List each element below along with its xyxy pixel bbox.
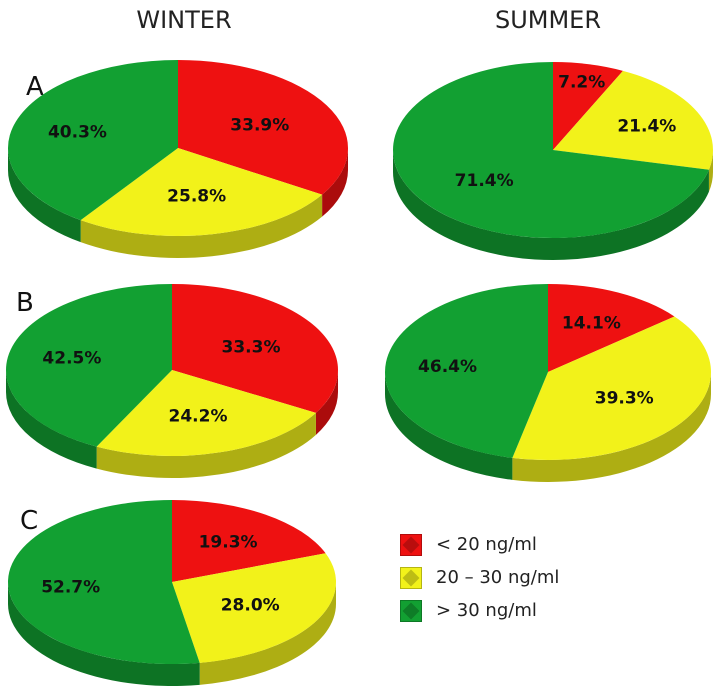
- legend-swatch-yellow: [400, 566, 422, 589]
- slice-label-high: 42.5%: [42, 349, 101, 369]
- pie-slice-low: [178, 60, 349, 195]
- legend-label-high: > 30 ng/ml: [436, 600, 537, 621]
- legend-label-mid: 20 – 30 ng/ml: [436, 567, 560, 588]
- pie-slice-high: [7, 60, 178, 221]
- pie-side-high: [385, 372, 513, 480]
- pie-chart-c-winter: 19.3% 28.0% 52.7%: [7, 500, 336, 687]
- pie-side-mid: [512, 372, 711, 482]
- pie-chart-a-winter: 33.9% 25.8% 40.3%: [7, 60, 349, 259]
- row-label-b: B: [16, 288, 34, 318]
- pie-chart-b-summer: 14.1% 39.3% 46.4%: [385, 284, 711, 482]
- slice-label-low: 14.1%: [562, 314, 621, 334]
- legend: < 20 ng/ml 20 – 30 ng/ml > 30 ng/ml: [400, 528, 559, 627]
- pie-side-high: [8, 148, 81, 243]
- legend-item-low: < 20 ng/ml: [400, 528, 559, 561]
- slice-label-mid: 21.4%: [617, 116, 676, 136]
- slice-label-mid: 28.0%: [221, 595, 280, 615]
- pie-slice-high: [393, 62, 709, 238]
- column-title-winter: WINTER: [136, 6, 232, 34]
- slice-label-low: 7.2%: [558, 72, 605, 92]
- pie-side-mid: [96, 412, 316, 478]
- slice-label-high: 71.4%: [455, 171, 514, 191]
- legend-swatch-green: [400, 599, 422, 622]
- pie-slice-low: [548, 284, 675, 372]
- legend-swatch-red: [400, 533, 422, 556]
- slice-label-mid: 24.2%: [169, 406, 228, 426]
- pie-chart-a-summer: 7.2% 21.4% 71.4%: [393, 62, 713, 261]
- pie-slice-mid: [96, 370, 316, 456]
- pie-side-high: [8, 582, 200, 687]
- legend-item-mid: 20 – 30 ng/ml: [400, 561, 559, 594]
- slice-label-high: 52.7%: [41, 577, 100, 597]
- pie-side-mid: [708, 150, 713, 192]
- pie-side-low: [322, 148, 348, 217]
- row-label-a: A: [26, 72, 44, 102]
- slice-label-high: 46.4%: [418, 357, 477, 377]
- pie-side-mid: [80, 194, 323, 259]
- pie-slice-low: [172, 284, 338, 413]
- slice-label-low: 33.3%: [222, 337, 281, 357]
- pie-slice-mid: [553, 70, 713, 170]
- pie-side-high: [6, 370, 97, 469]
- slice-label-high: 40.3%: [48, 123, 107, 143]
- legend-item-high: > 30 ng/ml: [400, 594, 559, 627]
- pie-side-low: [315, 370, 338, 435]
- row-label-c: C: [20, 506, 39, 536]
- pie-chart-b-winter: 33.3% 24.2% 42.5%: [5, 284, 338, 478]
- pie-side-mid: [199, 582, 336, 685]
- slice-label-mid: 25.8%: [167, 186, 226, 206]
- pie-slice-high: [7, 500, 200, 665]
- column-title-summer: SUMMER: [494, 6, 602, 34]
- pie-slice-mid: [512, 316, 711, 460]
- pie-slice-high: [385, 284, 548, 458]
- slice-label-low: 19.3%: [199, 533, 258, 553]
- pie-slice-low: [172, 500, 326, 582]
- pie-side-high: [393, 150, 709, 261]
- legend-label-low: < 20 ng/ml: [436, 534, 537, 555]
- pie-slice-low: [553, 62, 623, 150]
- pie-slice-mid: [172, 553, 336, 663]
- pie-slice-high: [5, 284, 173, 447]
- slice-label-low: 33.9%: [230, 116, 289, 136]
- pie-slice-mid: [80, 148, 323, 237]
- slice-label-mid: 39.3%: [595, 388, 654, 408]
